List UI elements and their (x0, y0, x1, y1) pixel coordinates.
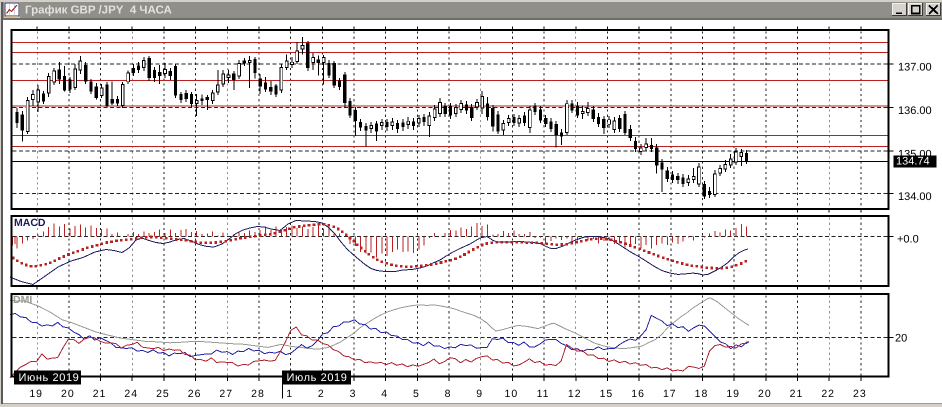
svg-text:20: 20 (895, 332, 907, 344)
svg-text:11: 11 (537, 388, 550, 400)
svg-text:17: 17 (663, 388, 677, 400)
svg-text:137.00: 137.00 (898, 61, 932, 73)
svg-text:+0.0: +0.0 (897, 234, 919, 246)
svg-text:21: 21 (93, 388, 107, 400)
svg-text:1: 1 (286, 388, 293, 400)
svg-text:3: 3 (350, 388, 357, 400)
svg-text:21: 21 (790, 388, 804, 400)
svg-text:Июль 2019: Июль 2019 (287, 372, 348, 384)
svg-text:25: 25 (156, 388, 170, 400)
svg-text:28: 28 (251, 388, 265, 400)
svg-text:23: 23 (853, 388, 867, 400)
svg-text:График GBP /JPY 4 ЧАСА: График GBP /JPY 4 ЧАСА (25, 5, 172, 17)
svg-text:12: 12 (568, 388, 582, 400)
svg-text:18: 18 (695, 388, 709, 400)
svg-text:16: 16 (631, 388, 645, 400)
svg-text:24: 24 (124, 388, 138, 400)
svg-text:15: 15 (600, 388, 614, 400)
svg-text:19: 19 (29, 388, 43, 400)
svg-text:20: 20 (758, 388, 772, 400)
svg-text:2: 2 (318, 388, 325, 400)
svg-text:5: 5 (413, 388, 420, 400)
svg-text:Июнь 2019: Июнь 2019 (19, 372, 80, 384)
svg-text:134.74: 134.74 (896, 156, 930, 168)
svg-text:19: 19 (726, 388, 740, 400)
svg-text:4: 4 (381, 388, 388, 400)
svg-text:26: 26 (188, 388, 202, 400)
svg-text:22: 22 (821, 388, 835, 400)
svg-text:10: 10 (505, 388, 519, 400)
svg-text:DMI: DMI (13, 294, 32, 306)
svg-text:9: 9 (476, 388, 483, 400)
svg-text:136.00: 136.00 (898, 105, 932, 117)
svg-text:8: 8 (445, 388, 452, 400)
svg-text:134.00: 134.00 (898, 191, 932, 203)
svg-text:MACD: MACD (14, 217, 46, 229)
svg-text:27: 27 (219, 388, 233, 400)
svg-text:20: 20 (61, 388, 75, 400)
